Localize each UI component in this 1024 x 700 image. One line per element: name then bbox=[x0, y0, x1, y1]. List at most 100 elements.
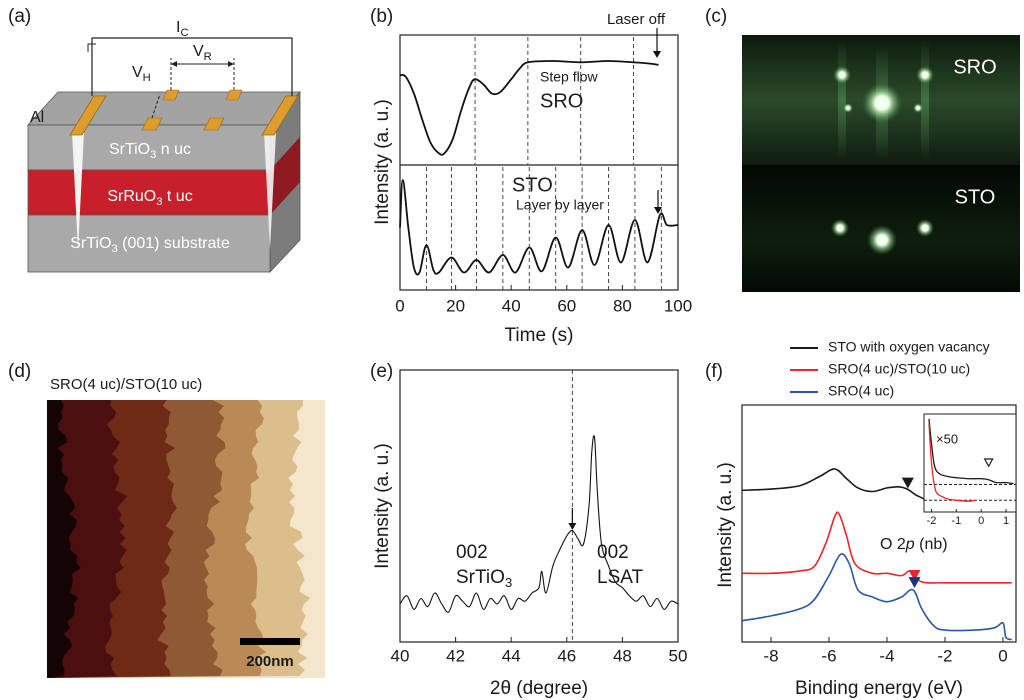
text-part: O 2 bbox=[880, 536, 906, 553]
x-tick-label: -6 bbox=[821, 646, 836, 665]
plot-frame bbox=[399, 369, 679, 643]
x-tick-label: 20 bbox=[446, 296, 465, 315]
text-part: SrTiO bbox=[70, 235, 111, 252]
legend-label: SRO(4 uc) bbox=[828, 383, 894, 399]
text-part: (001) substrate bbox=[118, 235, 230, 252]
x-tick-label: -2 bbox=[937, 646, 952, 665]
layer-label: SrTiO3 n uc bbox=[109, 141, 191, 161]
y-axis-label: Intensity (a. u.) bbox=[372, 443, 393, 569]
panel-label: (f) bbox=[705, 361, 723, 382]
marker-triangle bbox=[901, 477, 914, 489]
text-part: 3 bbox=[505, 575, 512, 590]
rheed-images bbox=[742, 35, 1020, 292]
annotation: 002 bbox=[456, 542, 488, 563]
x-tick-label: -8 bbox=[763, 646, 778, 665]
y-axis-label: Intensity (a. u.) bbox=[372, 99, 393, 225]
text-part: p bbox=[905, 536, 915, 553]
text-part: t uc bbox=[162, 188, 192, 205]
afm-image bbox=[47, 400, 325, 678]
data-line bbox=[399, 179, 679, 276]
plot-frame bbox=[741, 404, 1017, 643]
text-part: V bbox=[132, 64, 143, 81]
text-part: SrRuO bbox=[107, 188, 156, 205]
scale-bar bbox=[240, 638, 300, 645]
x-tick-label: 80 bbox=[613, 296, 632, 315]
rheed-label: SRO bbox=[953, 56, 996, 78]
x-tick-label: 48 bbox=[613, 646, 632, 665]
x-tick-label: 44 bbox=[502, 646, 521, 665]
afm-terrace bbox=[47, 400, 81, 678]
text-part: V bbox=[193, 43, 204, 60]
inset-background bbox=[923, 413, 1017, 513]
text-part: 3 bbox=[111, 243, 117, 255]
arrow-head bbox=[654, 207, 662, 214]
x-tick-label: -2 bbox=[927, 515, 937, 527]
x-tick-label: 40 bbox=[502, 296, 521, 315]
x-tick-label: 42 bbox=[446, 646, 465, 665]
inset-label: ×50 bbox=[936, 431, 958, 446]
arrow-head bbox=[568, 523, 577, 530]
scale-bar-label: 200nm bbox=[246, 653, 294, 670]
text-part: 3 bbox=[156, 196, 162, 208]
marker-triangle bbox=[983, 458, 994, 468]
data-line bbox=[399, 435, 679, 613]
vh-label: VH bbox=[132, 64, 151, 84]
data-line bbox=[928, 418, 1014, 485]
marker-triangle bbox=[908, 577, 921, 588]
arrow-head bbox=[653, 51, 661, 58]
legend-label: STO with oxygen vacancy bbox=[828, 339, 990, 355]
layer-label: SrTiO3 (001) substrate bbox=[70, 235, 230, 255]
text-part: H bbox=[143, 72, 151, 84]
data-line bbox=[741, 468, 932, 510]
text-part: C bbox=[180, 27, 188, 39]
annotation: 002 bbox=[597, 542, 629, 563]
x-axis-label: Time (s) bbox=[505, 325, 574, 346]
text-part: (nb) bbox=[915, 536, 948, 553]
x-tick-label: 60 bbox=[557, 296, 576, 315]
x-tick-label: 40 bbox=[391, 646, 410, 665]
afm-title: SRO(4 uc)/STO(10 uc) bbox=[50, 376, 202, 393]
device-schematic bbox=[27, 37, 301, 274]
vr-label: VR bbox=[193, 43, 212, 63]
annotation: LSAT bbox=[597, 567, 644, 588]
data-line bbox=[741, 553, 1012, 641]
annotation: Laser off bbox=[607, 11, 666, 28]
annotation: O 2p (nb) bbox=[880, 536, 948, 553]
x-tick-label: 0 bbox=[978, 515, 984, 527]
series-label: STO bbox=[512, 174, 553, 196]
x-tick-label: -1 bbox=[951, 515, 961, 527]
contact-label: Al bbox=[30, 109, 44, 126]
layer-label: SrRuO3 t uc bbox=[107, 188, 192, 208]
panel-label: (b) bbox=[370, 6, 393, 27]
panel-label: (d) bbox=[8, 361, 31, 382]
text-part: I bbox=[176, 19, 180, 36]
text-part: SrTiO bbox=[109, 141, 150, 158]
x-tick-label: 0 bbox=[998, 646, 1007, 665]
text-part: n uc bbox=[156, 141, 191, 158]
data-line bbox=[741, 511, 1012, 584]
y-axis-label: Intensity (a. u.) bbox=[715, 462, 736, 588]
x-axis-label: 2θ (degree) bbox=[490, 678, 588, 699]
text-part: SrTiO bbox=[456, 567, 505, 588]
x-tick-label: 46 bbox=[557, 646, 576, 665]
x-tick-label: 1 bbox=[1003, 515, 1009, 527]
annotation: Layer by layer bbox=[516, 197, 604, 213]
marker-triangle bbox=[908, 570, 921, 581]
x-axis-label: Binding energy (eV) bbox=[795, 678, 963, 699]
text-part: 3 bbox=[150, 149, 156, 161]
data-line bbox=[928, 423, 977, 502]
data-line bbox=[399, 60, 659, 156]
text-part: R bbox=[204, 51, 212, 63]
x-tick-label: 100 bbox=[664, 296, 692, 315]
x-tick-label: -4 bbox=[879, 646, 894, 665]
annotation: SrTiO3 bbox=[456, 567, 512, 590]
x-tick-label: 50 bbox=[669, 646, 688, 665]
rheed-label: STO bbox=[955, 186, 996, 208]
panel-label: (c) bbox=[705, 6, 727, 27]
panel-label: (a) bbox=[8, 6, 31, 27]
panel-label: (e) bbox=[370, 361, 393, 382]
current-label: IC bbox=[176, 19, 189, 39]
annotation: Step flow bbox=[540, 69, 598, 85]
legend-label: SRO(4 uc)/STO(10 uc) bbox=[828, 361, 970, 377]
